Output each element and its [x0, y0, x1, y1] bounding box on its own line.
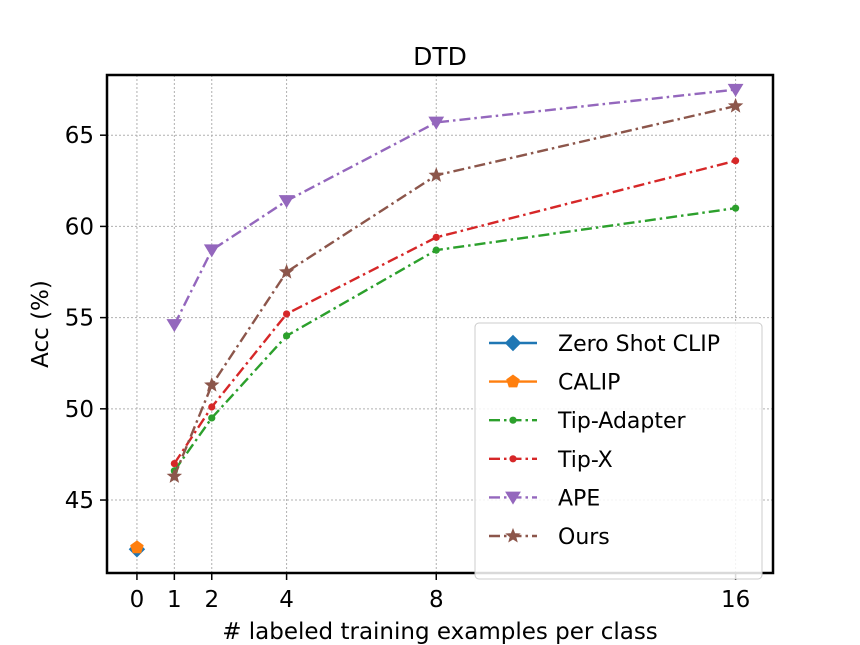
ape-point [203, 244, 220, 258]
y-axis-label: Acc (%) [28, 280, 54, 368]
legend-label-tip-adapter: Tip-Adapter [557, 409, 687, 434]
ticks: 0 1 2 4 8 16 45 50 55 60 65 [65, 123, 751, 613]
series-calip [130, 540, 144, 554]
legend-marker-zero-shot-clip [504, 334, 522, 352]
ape-point [727, 83, 744, 97]
ours-point [204, 376, 220, 392]
x-tick-label: 4 [279, 587, 294, 613]
ours-point [428, 167, 444, 182]
legend-label-ours: Ours [558, 525, 610, 550]
legend-label-ape: APE [558, 486, 600, 511]
tip-x-point [170, 459, 178, 468]
plot-frame [105, 73, 775, 575]
tip-adapter-point [282, 332, 291, 340]
x-axis-label: # labeled training examples per class [222, 619, 658, 645]
x-tick-label: 8 [429, 587, 444, 613]
legend-marker-tip-adapter [509, 416, 517, 424]
ours-point [727, 97, 744, 113]
chart-title: DTD [413, 42, 467, 71]
legend-marker-tip-x [509, 455, 517, 463]
calip-point [130, 540, 144, 554]
tip-x-point [432, 233, 440, 241]
legend-label-tip-x: Tip-X [557, 448, 613, 473]
tip-adapter-point [208, 414, 216, 422]
series-ape [166, 83, 744, 333]
tip-adapter-point [731, 204, 740, 212]
tip-x-point [282, 310, 291, 318]
x-tick-label: 2 [204, 587, 219, 613]
ape-point [428, 116, 445, 130]
y-tick-label: 55 [65, 306, 94, 332]
legend-label-calip: CALIP [558, 371, 620, 396]
ours-point [166, 468, 183, 483]
legend-box [474, 322, 763, 580]
ours-line [173, 104, 736, 477]
series-layer [128, 83, 744, 558]
legend-marker-ours [505, 527, 521, 543]
tip-adapter-point [432, 246, 440, 254]
y-tick-label: 60 [65, 214, 94, 240]
y-tick-label: 65 [65, 123, 94, 149]
x-tick-label: 16 [721, 587, 750, 613]
y-tick-label: 50 [65, 397, 94, 423]
legend: Zero Shot CLIP CALIP Tip-Adapter Tip-X APE Ou… [474, 322, 763, 580]
tip-x-point [731, 157, 740, 165]
y-tick-label: 45 [65, 488, 94, 514]
ours-point [278, 263, 295, 279]
tip-x-point [208, 403, 216, 411]
series-tip-x [170, 157, 740, 468]
ape-point [166, 319, 183, 333]
legend-marker-calip [506, 374, 520, 388]
legend-marker-ape [505, 491, 521, 505]
x-tick-label: 0 [130, 587, 145, 613]
ape-point [278, 195, 295, 209]
x-tick-label: 1 [167, 587, 182, 613]
legend-label-zero-shot-clip: Zero Shot CLIP [558, 332, 720, 357]
series-ours [166, 97, 744, 483]
